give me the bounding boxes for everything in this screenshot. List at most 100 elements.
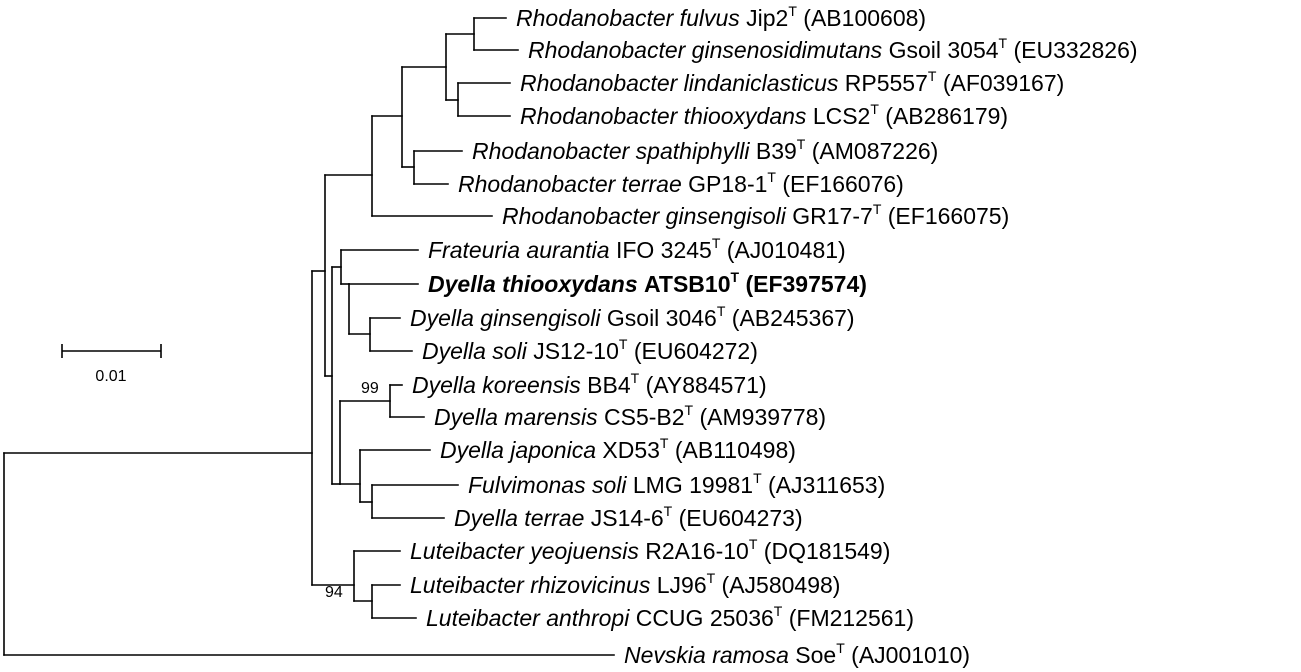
taxon-label: Dyella thiooxydans ATSB10T (EF397574) [428, 269, 867, 297]
type-strain-mark: T [797, 136, 806, 152]
taxon-label: Fulvimonas soli LMG 19981T (AJ311653) [468, 470, 885, 498]
taxon-label: Rhodanobacter spathiphylli B39T (AM08722… [472, 136, 938, 164]
scale-bar-label: 0.01 [95, 368, 126, 385]
strain-name: XD53 [602, 437, 660, 463]
taxon-label: Luteibacter rhizovicinus LJ96T (AJ580498… [410, 570, 840, 598]
strain-name: BB4 [587, 372, 631, 398]
type-strain-mark: T [788, 3, 797, 19]
taxon-name: Nevskia ramosa [624, 642, 795, 668]
accession-number: (AM939778) [693, 404, 826, 430]
taxon-name: Luteibacter yeojuensis [410, 538, 645, 564]
strain-name: JS12-10 [533, 338, 619, 364]
strain-name: Jip2 [746, 5, 788, 31]
type-strain-mark: T [631, 370, 640, 386]
accession-number: (AM087226) [805, 138, 938, 164]
type-strain-mark: T [660, 435, 669, 451]
taxon-label: Rhodanobacter lindaniclasticus RP5557T (… [520, 68, 1064, 96]
strain-name: Gsoil 3046 [607, 305, 717, 331]
taxon-name: Luteibacter anthropi [426, 605, 636, 631]
type-strain-mark: T [753, 470, 762, 486]
accession-number: (AJ580498) [715, 572, 840, 598]
taxon-label: Luteibacter anthropi CCUG 25036T (FM2125… [426, 603, 914, 631]
strain-name: Soe [795, 642, 836, 668]
type-strain-mark: T [999, 35, 1008, 51]
accession-number: (EU332826) [1007, 37, 1137, 63]
taxon-label: Rhodanobacter terrae GP18-1T (EF166076) [458, 169, 904, 197]
taxon-name: Dyella thiooxydans [428, 271, 644, 297]
strain-name: RP5557 [845, 70, 928, 96]
type-strain-mark: T [712, 235, 721, 251]
taxon-name: Dyella terrae [454, 505, 591, 531]
taxon-name: Rhodanobacter spathiphylli [472, 138, 756, 164]
accession-number: (AF039167) [936, 70, 1064, 96]
type-strain-mark: T [873, 201, 882, 217]
accession-number: (EF397574) [739, 271, 867, 297]
accession-number: (AJ001010) [845, 642, 970, 668]
taxon-name: Dyella japonica [440, 437, 602, 463]
taxon-label: Rhodanobacter thiooxydans LCS2T (AB28617… [520, 101, 1008, 129]
accession-number: (AB110498) [668, 437, 795, 463]
strain-name: Gsoil 3054 [889, 37, 999, 63]
type-strain-mark: T [717, 303, 726, 319]
taxon-name: Rhodanobacter fulvus [516, 5, 746, 31]
accession-number: (FM212561) [782, 605, 914, 631]
taxon-label: Dyella terrae JS14-6T (EU604273) [454, 503, 803, 531]
taxon-label: Rhodanobacter ginsenosidimutans Gsoil 30… [528, 35, 1138, 63]
taxon-label: Dyella koreensis BB4T (AY884571) [412, 370, 767, 398]
bootstrap-values: 99 94 [325, 380, 379, 601]
type-strain-mark: T [619, 336, 628, 352]
taxon-name: Dyella koreensis [412, 372, 587, 398]
accession-number: (EF166075) [881, 203, 1009, 229]
strain-name: R2A16-10 [645, 538, 749, 564]
tree-branches [3, 17, 615, 656]
taxon-label: Luteibacter yeojuensis R2A16-10T (DQ1815… [410, 536, 890, 564]
taxon-label: Rhodanobacter ginsengisoli GR17-7T (EF16… [502, 201, 1009, 229]
strain-name: CCUG 25036 [636, 605, 774, 631]
taxon-label: Dyella ginsengisoli Gsoil 3046T (AB24536… [410, 303, 855, 331]
taxon-name: Fulvimonas soli [468, 472, 633, 498]
type-strain-mark: T [767, 169, 776, 185]
type-strain-mark: T [731, 269, 740, 285]
taxon-name: Frateuria aurantia [428, 237, 616, 263]
taxon-label: Rhodanobacter fulvus Jip2T (AB100608) [516, 3, 926, 31]
taxon-label: Dyella marensis CS5-B2T (AM939778) [434, 402, 826, 430]
type-strain-mark: T [664, 503, 673, 519]
bootstrap-value: 99 [361, 380, 379, 397]
type-strain-mark: T [836, 640, 845, 656]
taxon-name: Rhodanobacter thiooxydans [520, 103, 813, 129]
strain-name: B39 [756, 138, 797, 164]
taxon-name: Luteibacter rhizovicinus [410, 572, 657, 598]
type-strain-mark: T [774, 603, 783, 619]
accession-number: (AB286179) [879, 103, 1008, 129]
taxon-label: Nevskia ramosa SoeT (AJ001010) [624, 640, 970, 668]
taxon-label: Frateuria aurantia IFO 3245T (AJ010481) [428, 235, 846, 263]
accession-number: (AY884571) [639, 372, 766, 398]
taxon-name: Rhodanobacter terrae [458, 171, 688, 197]
bootstrap-value: 94 [325, 584, 343, 601]
taxon-name: Dyella soli [422, 338, 533, 364]
taxon-name: Rhodanobacter ginsenosidimutans [528, 37, 889, 63]
scale-bar: 0.01 [61, 344, 162, 385]
accession-number: (EF166076) [776, 171, 904, 197]
accession-number: (DQ181549) [757, 538, 890, 564]
type-strain-mark: T [928, 68, 937, 84]
accession-number: (EU604272) [627, 338, 757, 364]
accession-number: (AJ311653) [762, 472, 886, 498]
taxon-name: Dyella ginsengisoli [410, 305, 607, 331]
strain-name: GP18-1 [688, 171, 767, 197]
strain-name: LJ96 [657, 572, 707, 598]
taxon-name: Dyella marensis [434, 404, 604, 430]
strain-name: JS14-6 [591, 505, 664, 531]
strain-name: ATSB10 [644, 271, 731, 297]
strain-name: CS5-B2 [604, 404, 685, 430]
accession-number: (AB100608) [797, 5, 926, 31]
strain-name: LCS2 [813, 103, 871, 129]
type-strain-mark: T [870, 101, 879, 117]
taxon-name: Rhodanobacter lindaniclasticus [520, 70, 845, 96]
strain-name: GR17-7 [792, 203, 873, 229]
taxon-label: Dyella japonica XD53T (AB110498) [440, 435, 796, 463]
taxon-labels: Rhodanobacter fulvus Jip2T (AB100608)Rho… [410, 3, 1138, 668]
strain-name: LMG 19981 [633, 472, 753, 498]
type-strain-mark: T [749, 536, 758, 552]
